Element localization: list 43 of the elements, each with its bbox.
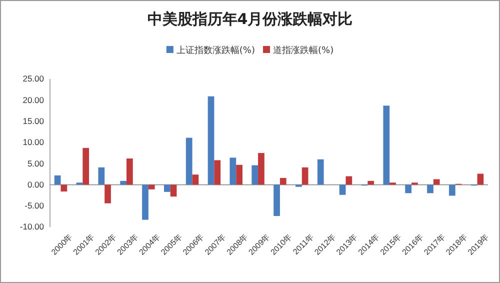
legend-label: 上证指数涨跌幅(%) xyxy=(176,45,255,56)
bar xyxy=(82,148,90,185)
y-tick-label: 0.00 xyxy=(27,179,44,190)
bar xyxy=(126,158,133,185)
bar xyxy=(383,106,390,185)
bar xyxy=(339,184,346,195)
bar xyxy=(60,184,68,192)
legend-label: 道指涨跌幅(%) xyxy=(273,45,334,56)
bar xyxy=(477,174,484,185)
bar xyxy=(433,179,440,185)
bar xyxy=(230,158,236,185)
bar xyxy=(142,184,148,220)
y-tick-label: 20.00 xyxy=(22,94,44,105)
bar xyxy=(274,184,280,216)
bar xyxy=(120,180,127,185)
bar xyxy=(252,165,258,185)
chart-title: 中美股指历年4月份涨跌幅对比 xyxy=(147,10,353,28)
bar xyxy=(164,184,170,192)
bar xyxy=(346,176,352,185)
bar xyxy=(192,174,199,185)
y-tick-label: 10.00 xyxy=(22,137,44,148)
bar xyxy=(54,175,61,185)
y-tick-label: -5.00 xyxy=(24,200,44,211)
bar xyxy=(427,184,434,194)
bar xyxy=(317,159,324,185)
bar xyxy=(104,184,111,204)
bar xyxy=(170,184,177,197)
y-tick-label: 5.00 xyxy=(27,158,44,168)
bar xyxy=(302,167,308,185)
bar xyxy=(214,160,221,185)
bar xyxy=(148,184,155,190)
bar xyxy=(405,184,412,194)
bar xyxy=(448,184,456,196)
bar xyxy=(236,164,242,185)
bar xyxy=(368,180,374,185)
bar xyxy=(258,153,264,185)
bar xyxy=(186,138,192,185)
bar xyxy=(208,96,214,185)
bar xyxy=(98,167,105,185)
y-tick-label: -10.00 xyxy=(20,222,44,232)
y-tick-label: 15.00 xyxy=(22,116,44,126)
bar xyxy=(280,178,286,185)
y-tick-label: 25.00 xyxy=(22,74,44,84)
